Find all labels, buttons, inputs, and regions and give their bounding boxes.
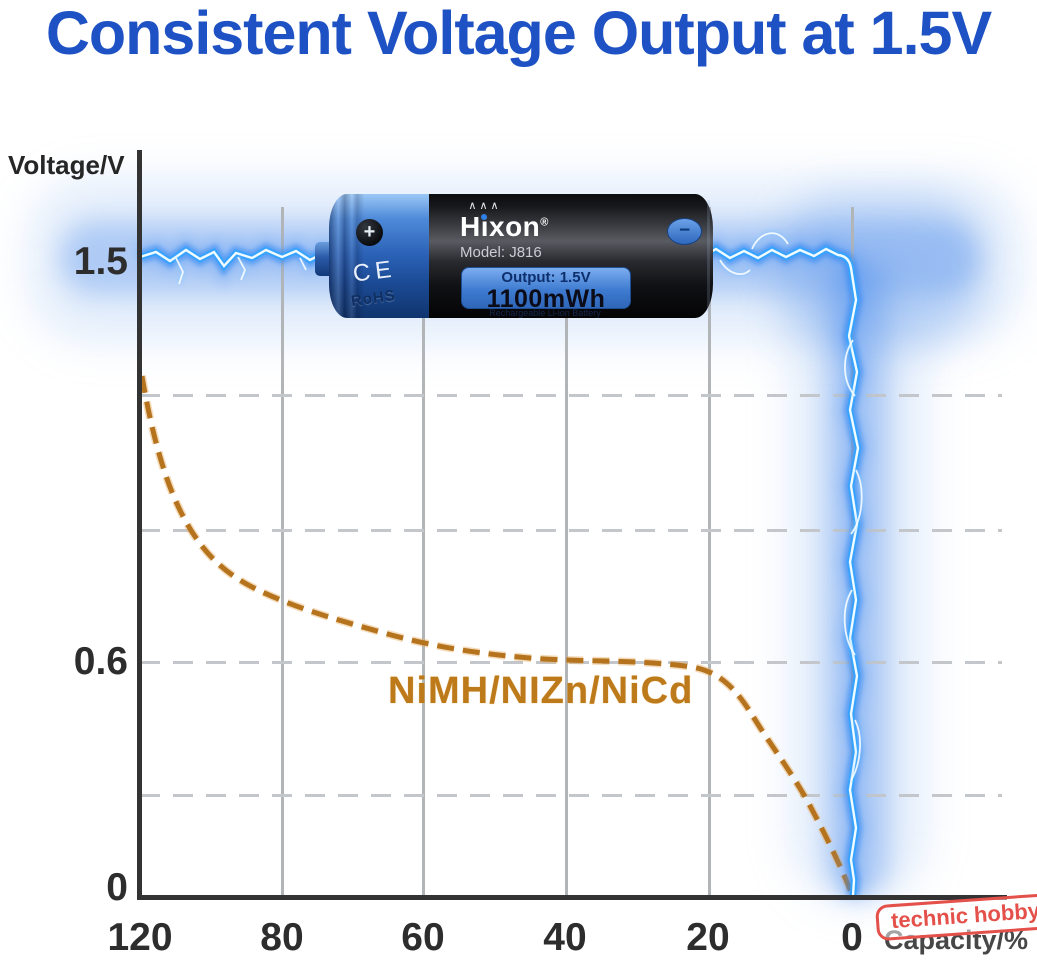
gridline-vertical	[565, 207, 568, 896]
gridline-vertical	[422, 207, 425, 896]
registered-symbol: ®	[540, 216, 549, 229]
x-tick-label: 0	[841, 916, 863, 959]
brand-name: Hixon®	[460, 211, 549, 243]
y-tick-label: 0.6	[73, 640, 128, 683]
aaa-size-marks-icon: ∧∧∧	[468, 200, 502, 212]
plus-terminal-icon: +	[356, 219, 383, 246]
battery-subtext: Rechargeable Li-ion Battery	[489, 308, 601, 318]
x-tick-label: 60	[401, 916, 445, 959]
nimh-series-label: NiMH/NIZn/NiCd	[388, 670, 694, 712]
x-tick-label: 40	[543, 916, 587, 959]
capacity-mwh-text: 1100mWh	[486, 284, 606, 309]
battery-model: Model: J816	[460, 244, 542, 261]
battery-spec-label: Output: 1.5V 1100mWh	[461, 267, 631, 309]
brand-i-dot-accent	[481, 214, 487, 220]
output-voltage-text: Output: 1.5V	[501, 269, 591, 286]
brand-text: Hixon	[460, 211, 541, 242]
battery-blue-cap	[329, 194, 433, 318]
x-tick-label: 20	[686, 916, 730, 959]
minus-terminal-icon: −	[667, 218, 702, 245]
y-tick-label: 0	[106, 866, 128, 909]
x-tick-label: 120	[107, 916, 173, 959]
gridline-horizontal-dashed	[140, 794, 1002, 797]
page-title: Consistent Voltage Output at 1.5V	[45, 0, 992, 67]
x-tick-label: 80	[260, 916, 304, 959]
y-axis-line	[137, 150, 142, 898]
gridline-vertical	[708, 207, 711, 896]
y-tick-label: 1.5	[73, 240, 128, 283]
gridline-vertical	[281, 207, 284, 896]
battery-product-image: + CE RoHS ∧∧∧ Hixon® Model: J816 Output:…	[329, 194, 713, 318]
y-axis-title: Voltage/V	[8, 150, 125, 180]
gridline-horizontal-dashed	[140, 394, 1002, 397]
x-axis-line	[137, 895, 1007, 900]
gridline-horizontal-dashed	[140, 529, 1002, 532]
ce-certification-mark: CE	[351, 255, 398, 288]
